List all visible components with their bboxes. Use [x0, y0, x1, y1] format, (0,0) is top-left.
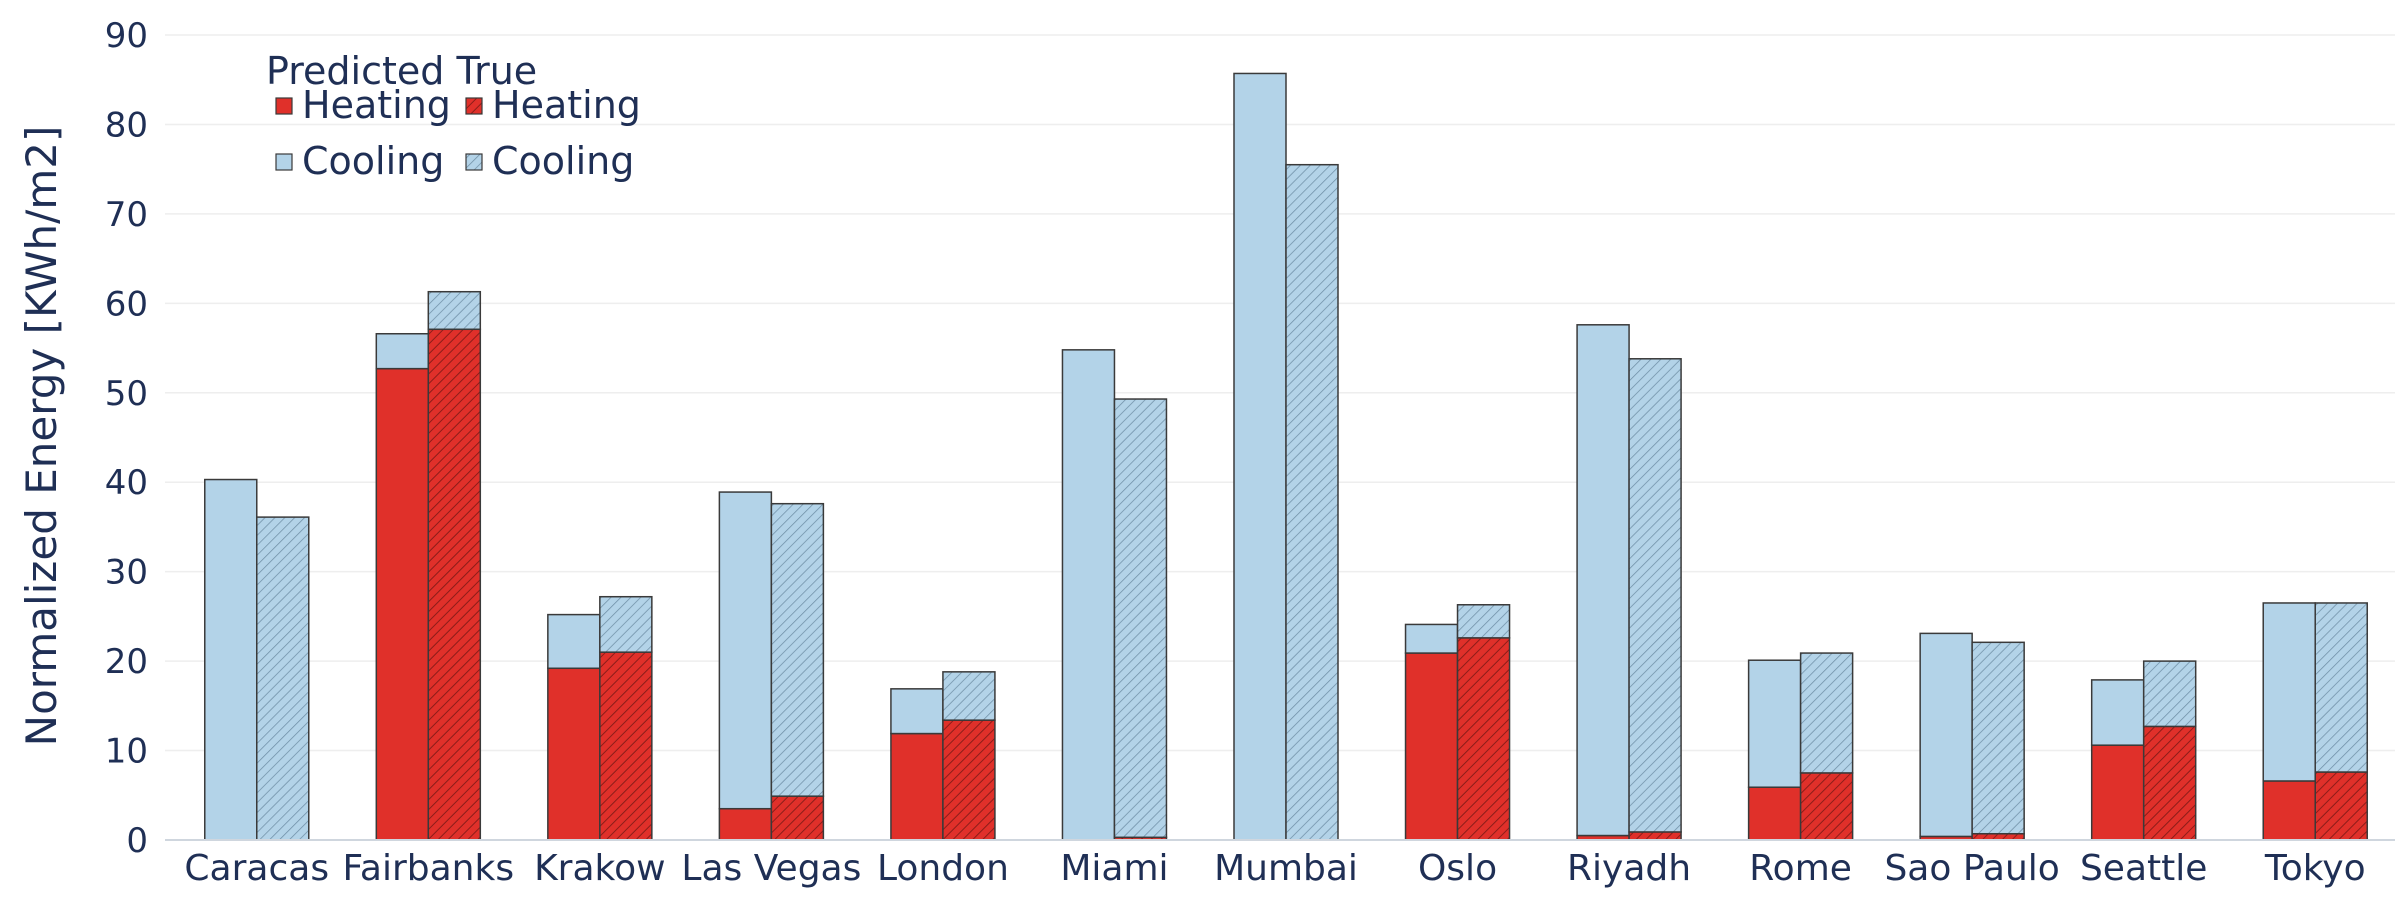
bar-true-cooling-riyadh [1628, 358, 1682, 833]
bar-true-cooling-london [942, 671, 996, 721]
bar-predicted-cooling-mumbai [1233, 72, 1287, 841]
y-tick-label: 40 [105, 463, 148, 503]
y-tick-label: 20 [105, 642, 148, 682]
legend-swatch-predicted-heating [275, 97, 293, 115]
y-tick-label: 50 [105, 374, 148, 414]
legend-swatch-true-cooling [465, 153, 483, 171]
bar-predicted-heating-tokyo [2262, 780, 2316, 841]
bar-predicted-cooling-seattle [2090, 679, 2145, 746]
bar-predicted-heating-las-vegas [718, 807, 773, 841]
bar-true-heating-seattle [2142, 725, 2197, 841]
bar-predicted-cooling-krakow [547, 613, 601, 670]
bar-true-cooling-sao-paulo [1971, 641, 2025, 835]
y-axis-label: Normalized Energy [KWh/m2] [17, 126, 66, 747]
legend: Predicted True Heating Heating Cooling Cool… [266, 49, 641, 183]
bar-predicted-cooling-london [890, 688, 944, 735]
legend-entries: Heating Heating Cooling Cooling [275, 83, 641, 183]
bar-predicted-heating-krakow [547, 667, 601, 841]
bar-true-cooling-rome [1799, 652, 1854, 774]
bar-true-heating-tokyo [2314, 771, 2368, 841]
legend-swatch-predicted-cooling [275, 153, 293, 171]
legend-label-predicted-cooling: Cooling [302, 139, 444, 183]
x-tick-label-las-vegas: Las Vegas [681, 848, 861, 889]
legend-title: Predicted True [266, 49, 537, 93]
bar-true-heating-oslo [1456, 637, 1511, 841]
legend-label-true-cooling: Cooling [492, 139, 634, 183]
bar-predicted-cooling-caracas [204, 478, 258, 841]
y-tick-label: 30 [105, 553, 148, 593]
y-tick-label: 90 [105, 16, 148, 56]
y-tick-label: 80 [105, 105, 148, 145]
bar-predicted-heating-rome [1747, 786, 1802, 841]
x-tick-label-sao-paulo: Sao Paulo [1884, 848, 2059, 889]
bar-predicted-cooling-riyadh [1576, 324, 1630, 837]
x-tick-label-krakow: Krakow [534, 848, 666, 889]
bar-predicted-cooling-miami [1061, 349, 1116, 841]
legend-label-predicted-heating: Heating [302, 83, 451, 127]
bar-true-cooling-miami [1113, 398, 1168, 839]
bar-predicted-heating-seattle [2090, 744, 2145, 841]
legend-label-true-heating: Heating [492, 83, 641, 127]
bar-true-heating-krakow [599, 651, 653, 841]
bar-true-heating-riyadh [1628, 831, 1682, 841]
bar-true-cooling-las-vegas [770, 502, 825, 797]
bar-predicted-heating-london [890, 732, 944, 841]
bar-true-heating-fairbanks [427, 328, 482, 841]
x-tick-label-rome: Rome [1749, 848, 1852, 889]
x-tick-label-riyadh: Riyadh [1567, 848, 1691, 889]
x-tick-label-london: London [877, 848, 1009, 889]
x-tick-label-miami: Miami [1060, 848, 1168, 889]
x-tick-label-mumbai: Mumbai [1214, 848, 1358, 889]
bar-true-cooling-krakow [599, 595, 653, 653]
axes: 0 10 20 30 40 50 60 70 80 90 Caracas Fairbanks Krako… [105, 16, 2395, 889]
x-tick-label-seattle: Seattle [2080, 848, 2207, 889]
bar-true-cooling-tokyo [2314, 602, 2368, 773]
bar-predicted-heating-fairbanks [375, 367, 430, 841]
bar-predicted-cooling-las-vegas [718, 491, 773, 810]
x-tick-label-oslo: Oslo [1418, 848, 1497, 889]
x-tick-label-tokyo: Tokyo [2264, 848, 2366, 889]
bar-true-cooling-caracas [256, 516, 310, 841]
y-tick-label: 60 [105, 284, 148, 324]
bar-predicted-cooling-oslo [1404, 623, 1459, 654]
y-tick-label: 10 [105, 732, 148, 772]
bar-true-cooling-fairbanks [427, 290, 482, 331]
bar-predicted-cooling-tokyo [2262, 602, 2316, 782]
y-tick-label: 70 [105, 195, 148, 235]
legend-swatch-true-heating [465, 97, 483, 115]
bar-predicted-cooling-sao-paulo [1919, 632, 1973, 838]
bar-true-cooling-seattle [2142, 660, 2197, 728]
x-tick-label-fairbanks: Fairbanks [343, 848, 515, 889]
bars [204, 72, 2368, 841]
bar-predicted-cooling-fairbanks [375, 332, 430, 370]
x-tick-label-caracas: Caracas [184, 848, 329, 889]
bar-true-heating-rome [1799, 772, 1854, 841]
bar-true-heating-las-vegas [770, 795, 825, 841]
bar-predicted-heating-oslo [1404, 652, 1459, 841]
bar-true-heating-london [942, 719, 996, 841]
bar-predicted-cooling-rome [1747, 659, 1802, 788]
bar-true-cooling-mumbai [1285, 163, 1339, 841]
y-tick-label: 0 [126, 821, 148, 861]
bar-true-cooling-oslo [1456, 604, 1511, 639]
